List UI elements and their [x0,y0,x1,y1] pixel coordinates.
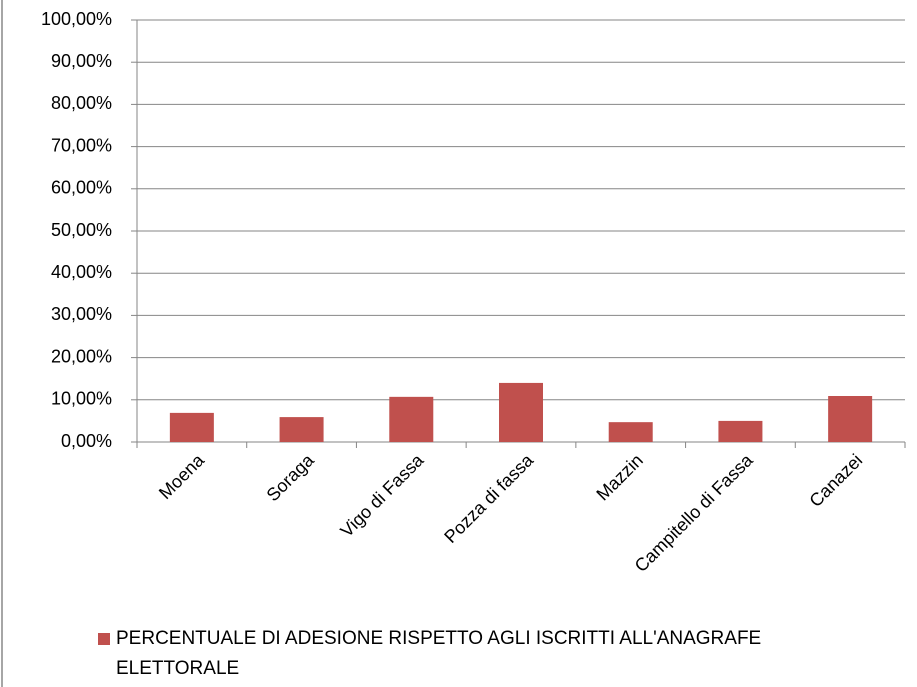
bar [279,417,324,442]
bar [169,412,214,442]
y-tick-label: 40,00% [51,262,112,282]
x-tick-label: Moena [155,449,209,503]
y-tick-label: 30,00% [51,304,112,324]
x-tick-label: Soraga [263,449,319,505]
x-tick-label: Pozza di fassa [440,449,538,547]
y-tick-label: 70,00% [51,135,112,155]
x-tick-label: Campitello di Fassa [631,449,758,576]
bar [608,422,653,442]
y-tick-label: 100,00% [41,9,112,29]
legend-label: PERCENTUALE DI ADESIONE RISPETTO AGLI IS… [116,628,762,679]
y-tick-label: 10,00% [51,389,112,409]
y-tick-label: 50,00% [51,220,112,240]
y-tick-label: 60,00% [51,178,112,198]
bar [718,420,763,442]
y-tick-label: 90,00% [51,51,112,71]
x-tick-label: Canazei [805,450,866,511]
bar [499,382,543,442]
legend-swatch [98,633,110,645]
y-tick-label: 0,00% [61,431,112,451]
x-tick-label: Mazzin [592,450,646,504]
y-tick-label: 20,00% [51,346,112,366]
x-tick-label: Vigo di Fassa [336,449,428,541]
bar [828,396,873,442]
y-tick-label: 80,00% [51,93,112,113]
bar [389,396,434,442]
